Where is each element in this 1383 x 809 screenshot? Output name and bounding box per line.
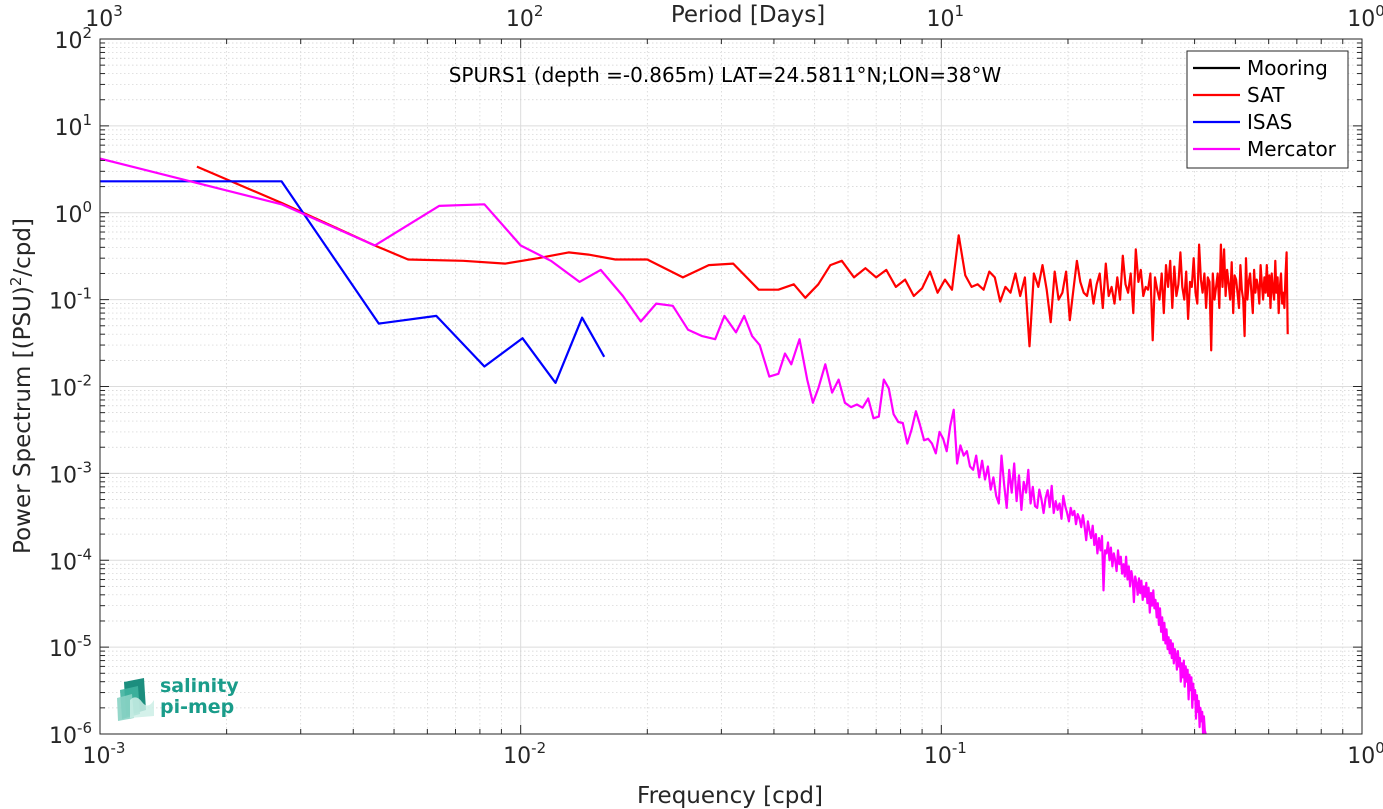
legend-items: Mooring SAT ISAS Mercator xyxy=(1193,56,1337,161)
y-tick-label-base: 10 xyxy=(49,550,77,575)
y-tick-label-exponent: -6 xyxy=(77,719,92,737)
y-tick-label-base: 10 xyxy=(49,463,77,488)
y-axis-label-superscript: 2 xyxy=(7,277,25,287)
top-tick-label: 100 xyxy=(1347,2,1383,32)
x-tick-label-exponent: -3 xyxy=(111,739,126,757)
x-tick-label-exponent: -2 xyxy=(531,739,546,757)
x-tick-label-exponent: 0 xyxy=(1375,739,1383,757)
legend-label-mooring: Mooring xyxy=(1247,56,1328,80)
y-tick-label: 10-5 xyxy=(49,632,92,662)
top-tick-label: 101 xyxy=(927,2,965,32)
y-tick-label-exponent: 1 xyxy=(82,111,92,129)
top-tick-label-base: 10 xyxy=(85,7,113,32)
grid xyxy=(99,39,1362,735)
y-tick-label-exponent: -1 xyxy=(77,285,92,303)
y-axis-label-suffix: /cpd] xyxy=(10,218,36,277)
y-axis-label-main: Power Spectrum [(PSU) xyxy=(10,286,36,554)
x-tick-label-base: 10 xyxy=(924,744,952,769)
y-tick-label: 10-4 xyxy=(49,545,92,575)
x-tick-label-base: 10 xyxy=(1347,744,1375,769)
chart-title: SPURS1 (depth =-0.865m) LAT=24.5811°N;LO… xyxy=(449,63,1002,87)
x-tick-label-base: 10 xyxy=(503,744,531,769)
x-tick-label: 10-1 xyxy=(924,739,967,769)
y-tick-label-exponent: -4 xyxy=(77,545,92,563)
x-tick-label: 10-3 xyxy=(83,739,126,769)
x-axis-label: Frequency [cpd] xyxy=(637,783,823,809)
x-tick-label: 10-2 xyxy=(503,739,546,769)
y-tick-label: 10-2 xyxy=(49,372,92,402)
top-axis-label: Period [Days] xyxy=(671,2,825,28)
series-line-sat xyxy=(196,165,1289,352)
y-tick-label-exponent: 2 xyxy=(82,24,92,42)
top-tick-label: 103 xyxy=(85,2,123,32)
y-tick-label: 10-1 xyxy=(49,285,92,315)
top-tick-label-base: 10 xyxy=(506,7,534,32)
top-tick-label-exponent: 2 xyxy=(534,2,544,20)
y-tick-label-base: 10 xyxy=(49,637,77,662)
y-tick-label: 10-6 xyxy=(49,719,92,749)
y-tick-label: 10-3 xyxy=(49,458,92,488)
series-line-isas xyxy=(100,180,606,384)
y-tick-label-base: 10 xyxy=(49,377,77,402)
x-tick-label-base: 10 xyxy=(83,744,111,769)
logo-mark xyxy=(117,678,154,721)
x-tick-label: 100 xyxy=(1347,739,1383,769)
top-tick-label-base: 10 xyxy=(1347,7,1375,32)
y-axis-label: Power Spectrum [(PSU)2/cpd] xyxy=(7,218,36,554)
y-tick-label: 102 xyxy=(54,24,92,54)
logo-text-salinity: salinity xyxy=(160,675,239,697)
top-tick-label-exponent: 0 xyxy=(1375,2,1383,20)
top-tick-label-exponent: 1 xyxy=(955,2,965,20)
y-tick-label-base: 10 xyxy=(49,724,77,749)
y-tick-label-base: 10 xyxy=(54,203,82,228)
logo-text-pimep: pi-mep xyxy=(160,696,234,718)
y-tick-label-exponent: -3 xyxy=(77,458,92,476)
legend-label-sat: SAT xyxy=(1247,83,1285,107)
legend-label-isas: ISAS xyxy=(1247,110,1292,134)
legend-label-mercator: Mercator xyxy=(1247,137,1337,161)
y-tick-label-base: 10 xyxy=(54,116,82,141)
top-tick-label-base: 10 xyxy=(927,7,955,32)
y-tick-label-exponent: -2 xyxy=(77,372,92,390)
y-tick-label-base: 10 xyxy=(49,290,77,315)
legend: Mooring SAT ISAS Mercator xyxy=(1186,50,1349,169)
series-line-mercator xyxy=(100,157,1207,734)
y-tick-label-exponent: 0 xyxy=(82,198,92,216)
y-tick-label: 100 xyxy=(54,198,92,228)
y-tick-label-exponent: -5 xyxy=(77,632,92,650)
top-tick-label-exponent: 3 xyxy=(113,2,123,20)
x-tick-label-exponent: -1 xyxy=(952,739,967,757)
plot-area xyxy=(100,157,1289,734)
y-tick-label: 101 xyxy=(54,111,92,141)
y-tick-label-base: 10 xyxy=(54,29,82,54)
salinity-pi-mep-logo: salinity pi-mep xyxy=(117,675,239,721)
top-tick-label: 102 xyxy=(506,2,544,32)
